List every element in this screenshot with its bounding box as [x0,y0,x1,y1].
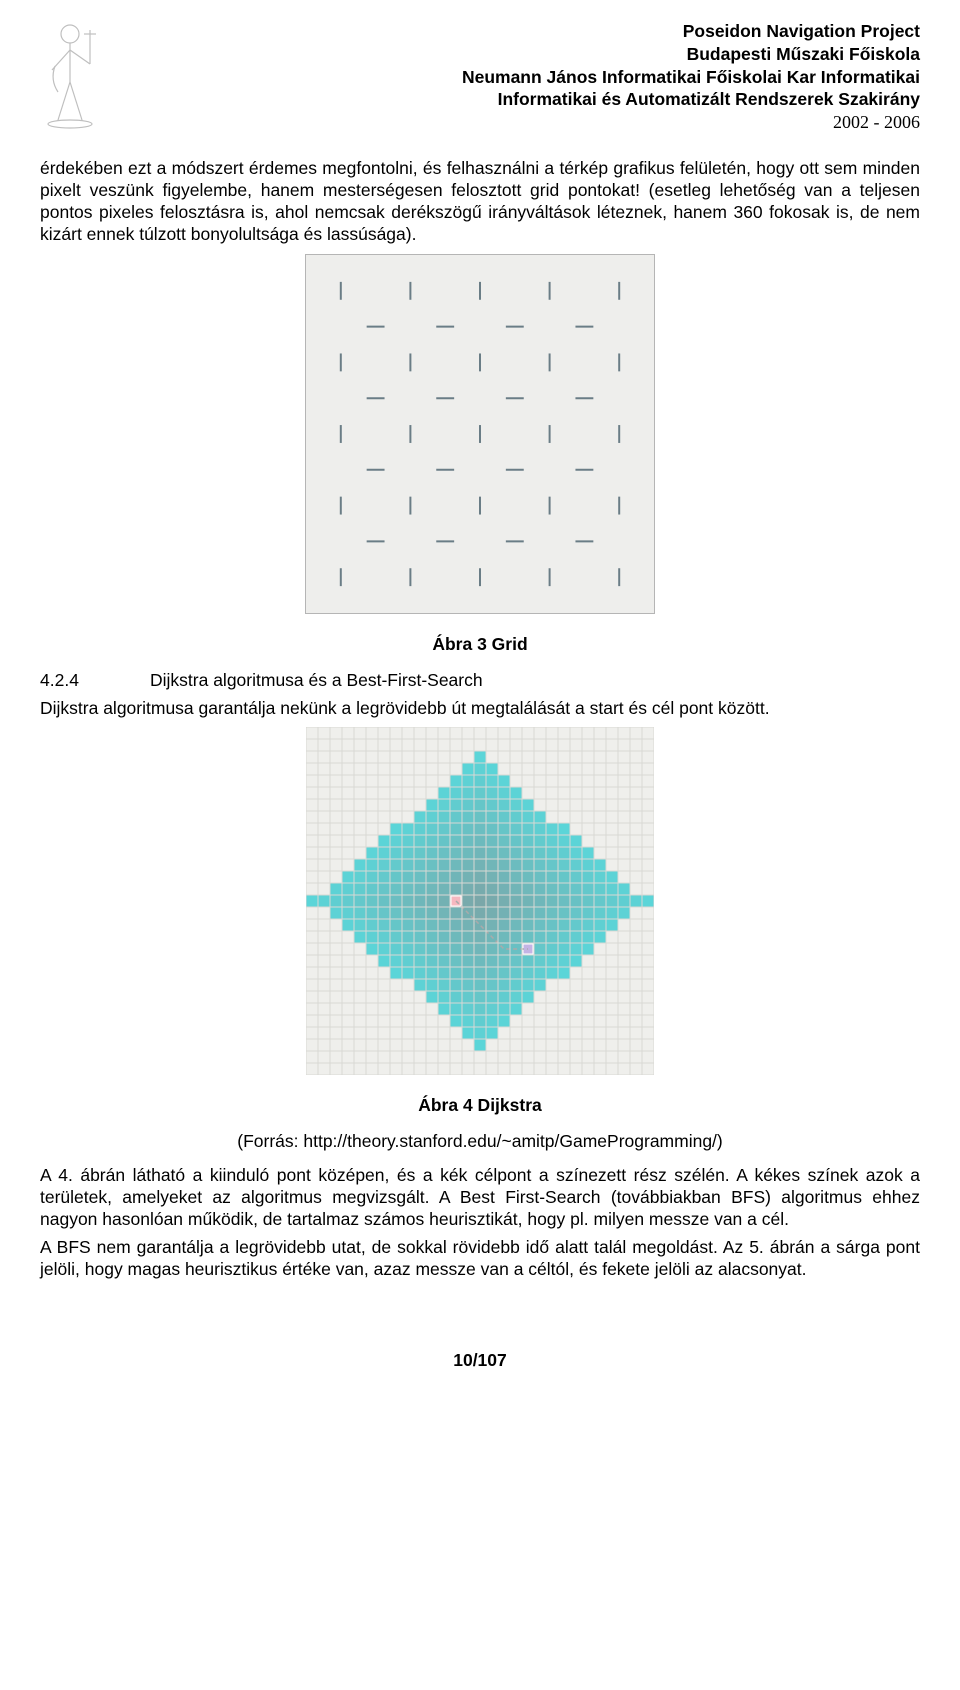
section-title: Dijkstra algoritmusa és a Best-First-Sea… [150,670,483,690]
figure-3-grid [40,254,920,620]
header-line-2: Budapesti Műszaki Főiskola [462,43,920,66]
dijkstra-diagram-icon [306,727,654,1075]
paragraph-2: Dijkstra algoritmusa garantálja nekünk a… [40,698,920,720]
header-line-4: Informatikai és Automatizált Rendszerek … [462,88,920,111]
section-heading: 4.2.4Dijkstra algoritmusa és a Best-Firs… [40,670,920,692]
logo [40,20,104,130]
figure-4-caption: Ábra 4 Dijkstra [40,1095,920,1117]
section-number: 4.2.4 [40,670,150,692]
figure-4-dijkstra [40,727,920,1081]
poseidon-logo-icon [40,20,104,130]
paragraph-4: A BFS nem garantálja a legrövidebb utat,… [40,1237,920,1281]
page-number: 10/107 [40,1350,920,1372]
header-years: 2002 - 2006 [462,111,920,134]
figure-3-caption: Ábra 3 Grid [40,634,920,656]
header-line-1: Poseidon Navigation Project [462,20,920,43]
page-header: Poseidon Navigation Project Budapesti Mű… [40,20,920,134]
paragraph-1: érdekében ezt a módszert érdemes megfont… [40,158,920,246]
paragraph-3: A 4. ábrán látható a kiinduló pont közép… [40,1165,920,1231]
header-line-3: Neumann János Informatikai Főiskolai Kar… [462,66,920,89]
figure-4-source: (Forrás: http://theory.stanford.edu/~ami… [40,1131,920,1153]
header-text-block: Poseidon Navigation Project Budapesti Mű… [462,20,920,134]
grid-diagram-icon [305,254,655,614]
